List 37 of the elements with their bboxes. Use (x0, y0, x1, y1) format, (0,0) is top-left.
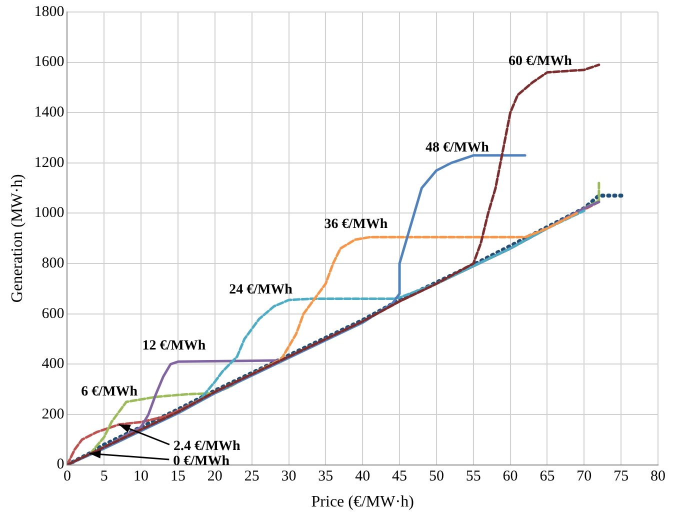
series-label: 12 €/MWh (142, 338, 206, 354)
x-axis-title: Price (€/MW·h) (311, 494, 414, 511)
y-tick-label: 600 (42, 306, 64, 322)
y-tick-label: 0 (56, 456, 64, 473)
line-series (67, 64, 600, 465)
series-label: 36 €/MWh (324, 216, 388, 232)
x-tick-label: 20 (207, 468, 222, 485)
x-tick-label: 35 (318, 468, 334, 485)
series-label: 60 €/MWh (508, 54, 572, 69)
y-tick-label: 1200 (34, 154, 64, 171)
series-label: 48 €/MWh (426, 140, 490, 156)
x-tick-label: 55 (466, 468, 481, 485)
series-label: 2.4 €/MWh (173, 439, 241, 454)
y-tick-label: 1400 (34, 104, 64, 121)
y-tick-label: 1000 (34, 205, 64, 222)
x-tick-label: 40 (355, 468, 370, 485)
x-tick-label: 75 (614, 468, 629, 485)
x-tick-label: 80 (650, 468, 666, 485)
series-label: 24 €/MWh (229, 282, 293, 298)
x-tick-label: 30 (281, 468, 296, 485)
y-tick-label: 800 (42, 255, 64, 272)
x-tick-label: 65 (540, 468, 555, 485)
series-label: 6 €/MWh (81, 384, 138, 400)
y-tick-label: 200 (42, 406, 64, 422)
x-tick-label: 45 (392, 468, 408, 485)
x-tick-label: 70 (576, 468, 592, 485)
x-tick-label: 10 (134, 468, 149, 485)
x-tick-label: 15 (170, 468, 186, 485)
y-tick-label: 400 (42, 356, 64, 372)
x-tick-label: 50 (428, 468, 444, 485)
x-tick-label: 25 (244, 468, 260, 485)
y-tick-label: 1800 (34, 4, 64, 20)
y-tick-label: 1600 (34, 54, 64, 70)
y-axis-title: Generation (MW·h) (8, 174, 26, 303)
x-tick-label: 5 (100, 468, 108, 485)
text: 0 €/MWh (173, 454, 230, 470)
x-tick-label: 60 (502, 468, 518, 485)
